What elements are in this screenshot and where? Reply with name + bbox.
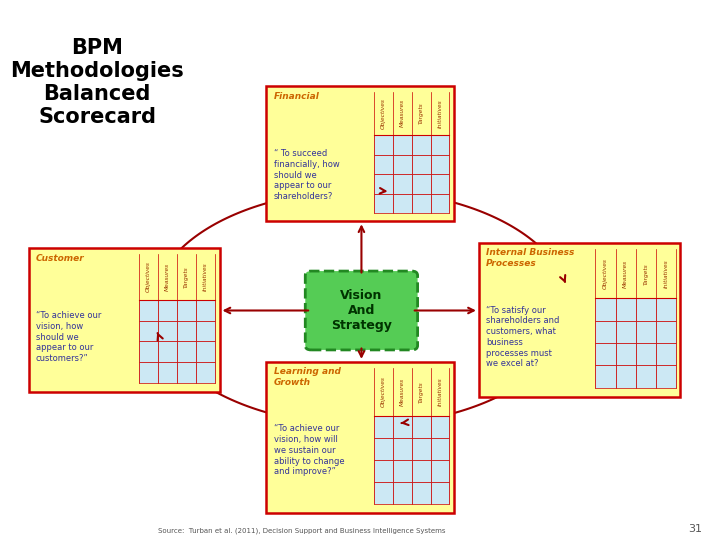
Bar xyxy=(158,362,177,383)
Bar xyxy=(139,362,158,383)
Bar xyxy=(393,416,412,438)
Bar xyxy=(412,416,431,438)
Bar xyxy=(412,482,431,504)
Text: Source:  Turban et al. (2011), Decision Support and Business Intelligence System: Source: Turban et al. (2011), Decision S… xyxy=(158,527,446,534)
Text: Initiatives: Initiatives xyxy=(664,259,668,288)
Bar xyxy=(196,300,215,321)
Bar xyxy=(595,366,616,388)
Bar xyxy=(139,321,158,341)
Bar xyxy=(374,460,393,482)
Bar xyxy=(595,299,616,321)
Bar xyxy=(139,300,158,321)
Bar xyxy=(374,135,393,154)
Bar xyxy=(374,154,393,174)
Bar xyxy=(374,482,393,504)
Bar xyxy=(177,321,196,341)
Bar xyxy=(431,416,449,438)
Bar xyxy=(431,174,449,194)
Bar xyxy=(656,366,676,388)
Bar xyxy=(431,460,449,482)
Bar xyxy=(196,321,215,341)
Bar xyxy=(393,174,412,194)
Text: “ To succeed
financially, how
should we
appear to our
shareholders?: “ To succeed financially, how should we … xyxy=(274,149,339,201)
Text: Customer: Customer xyxy=(36,254,85,263)
Text: Internal Business
Processes: Internal Business Processes xyxy=(486,248,575,268)
Bar xyxy=(616,343,636,366)
Bar xyxy=(374,438,393,460)
Bar xyxy=(412,194,431,213)
Bar xyxy=(431,438,449,460)
Bar xyxy=(595,343,616,366)
Text: Financial: Financial xyxy=(274,92,320,101)
Bar xyxy=(636,343,656,366)
Bar xyxy=(656,343,676,366)
Bar xyxy=(393,194,412,213)
Bar xyxy=(412,438,431,460)
Bar xyxy=(431,135,449,154)
Bar xyxy=(158,341,177,362)
Text: Targets: Targets xyxy=(644,263,648,285)
Text: BPM
Methodologies
Balanced
Scorecard: BPM Methodologies Balanced Scorecard xyxy=(10,38,184,127)
Text: 31: 31 xyxy=(688,523,702,534)
Bar xyxy=(374,174,393,194)
Bar xyxy=(412,460,431,482)
Text: Initiatives: Initiatives xyxy=(438,377,442,407)
Bar xyxy=(158,321,177,341)
Bar xyxy=(266,362,454,513)
Text: Targets: Targets xyxy=(419,381,423,403)
Bar xyxy=(616,321,636,343)
Text: “To achieve our
vision, how
should we
appear to our
customers?”: “To achieve our vision, how should we ap… xyxy=(36,311,102,363)
Bar xyxy=(412,135,431,154)
Text: Objectives: Objectives xyxy=(603,258,608,289)
Bar xyxy=(393,438,412,460)
Text: Vision
And
Strategy: Vision And Strategy xyxy=(331,289,392,332)
Bar xyxy=(412,174,431,194)
Text: “To satisfy our
shareholders and
customers, what
business
processes must
we exce: “To satisfy our shareholders and custome… xyxy=(486,306,559,368)
Bar xyxy=(374,194,393,213)
Bar xyxy=(636,299,656,321)
Text: “To achieve our
vision, how will
we sustain our
ability to change
and improve?”: “To achieve our vision, how will we sust… xyxy=(274,424,344,476)
Text: Initiatives: Initiatives xyxy=(203,262,208,292)
Bar xyxy=(616,299,636,321)
Bar xyxy=(393,482,412,504)
Bar xyxy=(431,154,449,174)
Text: Learning and
Growth: Learning and Growth xyxy=(274,367,341,387)
Text: Measures: Measures xyxy=(165,263,170,291)
Bar xyxy=(636,366,656,388)
Bar xyxy=(412,154,431,174)
Bar xyxy=(656,321,676,343)
FancyBboxPatch shape xyxy=(305,271,418,350)
Text: Targets: Targets xyxy=(184,266,189,288)
Text: Objectives: Objectives xyxy=(382,376,386,408)
Bar xyxy=(393,460,412,482)
Bar xyxy=(29,248,220,392)
Bar xyxy=(616,366,636,388)
Bar xyxy=(479,243,680,397)
Bar xyxy=(431,194,449,213)
Text: Targets: Targets xyxy=(419,103,423,124)
Bar xyxy=(636,321,656,343)
Bar xyxy=(595,321,616,343)
Text: Initiatives: Initiatives xyxy=(438,99,442,128)
Bar xyxy=(177,362,196,383)
Bar xyxy=(196,362,215,383)
Bar xyxy=(196,341,215,362)
Bar xyxy=(656,299,676,321)
Bar xyxy=(139,341,158,362)
Bar xyxy=(177,341,196,362)
Text: Measures: Measures xyxy=(624,260,628,288)
Bar xyxy=(431,482,449,504)
Bar xyxy=(374,416,393,438)
Bar xyxy=(393,135,412,154)
Bar xyxy=(158,300,177,321)
Text: Measures: Measures xyxy=(400,99,405,127)
Text: Objectives: Objectives xyxy=(146,261,151,293)
Bar xyxy=(177,300,196,321)
Text: Measures: Measures xyxy=(400,378,405,406)
Bar xyxy=(393,154,412,174)
Text: Objectives: Objectives xyxy=(382,98,386,129)
Bar xyxy=(266,86,454,221)
